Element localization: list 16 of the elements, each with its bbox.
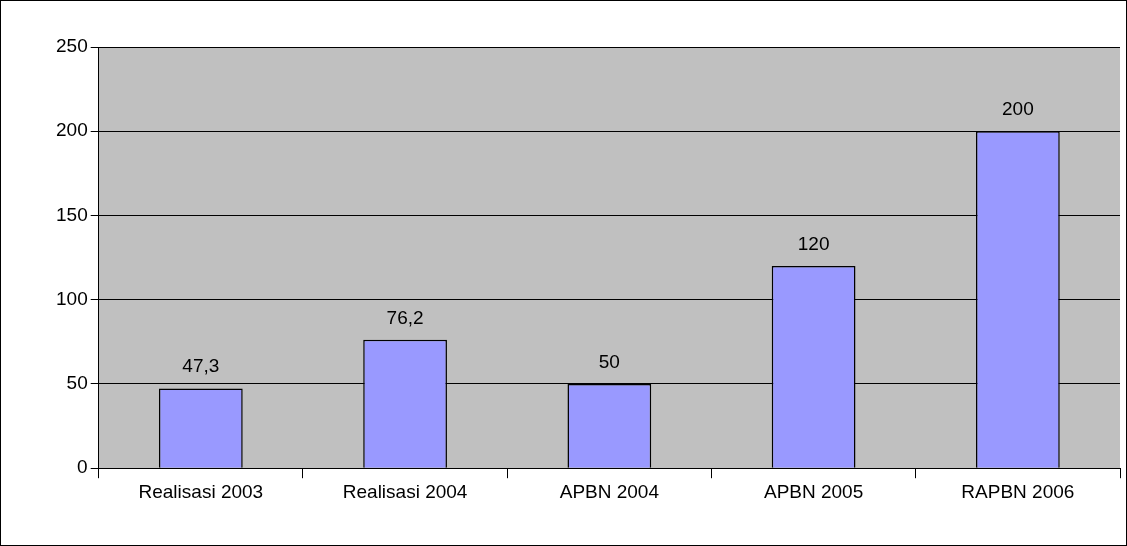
y-tick-label: 0	[77, 456, 88, 478]
data-label: 120	[797, 232, 830, 254]
x-tick-label: APBN 2004	[559, 480, 660, 502]
y-tick-label: 100	[56, 287, 88, 309]
x-tick-label: Realisasi 2004	[342, 480, 468, 502]
y-tick-label: 150	[56, 203, 88, 225]
y-tick-label: 50	[66, 372, 88, 394]
data-label: 76,2	[386, 306, 424, 328]
x-tick-label: Realisasi 2003	[138, 480, 264, 502]
data-label: 200	[1002, 97, 1034, 119]
x-tick-label: RAPBN 2006	[961, 480, 1075, 502]
data-label: 50	[598, 350, 620, 372]
x-tick-label: APBN 2005	[763, 480, 864, 502]
data-label: 47,3	[182, 355, 220, 377]
y-tick-label: 250	[56, 35, 88, 57]
y-tick-label: 200	[56, 119, 88, 141]
